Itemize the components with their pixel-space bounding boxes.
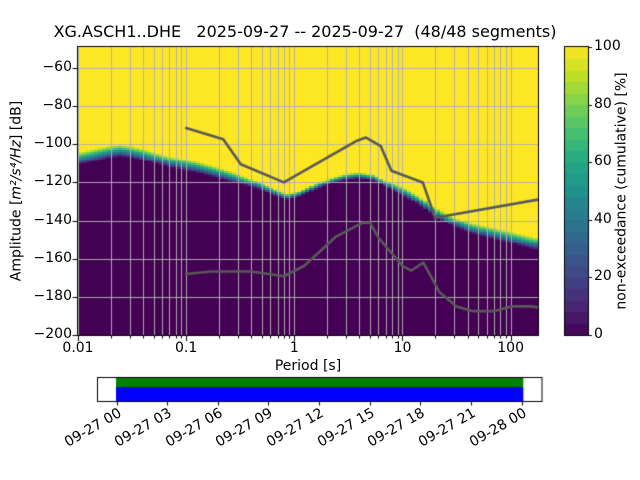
- plot-title: XG.ASCH1..DHE 2025-09-27 -- 2025-09-27 (…: [53, 22, 557, 41]
- y-tick-label: −180: [33, 287, 72, 304]
- y-tick-label: −200: [33, 326, 72, 342]
- colorbar-tick-label: 80: [594, 95, 612, 112]
- x-tick-label: 1: [289, 340, 299, 356]
- x-axis-label: Period [s]: [274, 358, 342, 374]
- colorbar-tick-label: 20: [594, 268, 612, 285]
- colorbar-label: non-exceedance (cumulative) [%]: [613, 72, 630, 310]
- colorbar-tick-label: 60: [594, 153, 612, 170]
- y-tick-label: −80: [42, 97, 72, 114]
- y-tick-label: −140: [33, 211, 72, 228]
- x-tick-label: 0.01: [62, 340, 94, 356]
- y-tick-label: −160: [33, 249, 72, 266]
- y-tick-label: −120: [33, 173, 72, 190]
- colorbar-tick-label: 40: [594, 210, 612, 227]
- y-tick-label: −100: [33, 135, 72, 152]
- x-tick-label: 10: [393, 340, 412, 356]
- x-tick-label: 100: [497, 340, 525, 356]
- x-tick-label: 0.1: [175, 340, 198, 356]
- colorbar-tick-label: 100: [594, 38, 621, 54]
- colorbar-tick-label: 0: [594, 326, 603, 342]
- y-tick-label: −60: [42, 58, 72, 75]
